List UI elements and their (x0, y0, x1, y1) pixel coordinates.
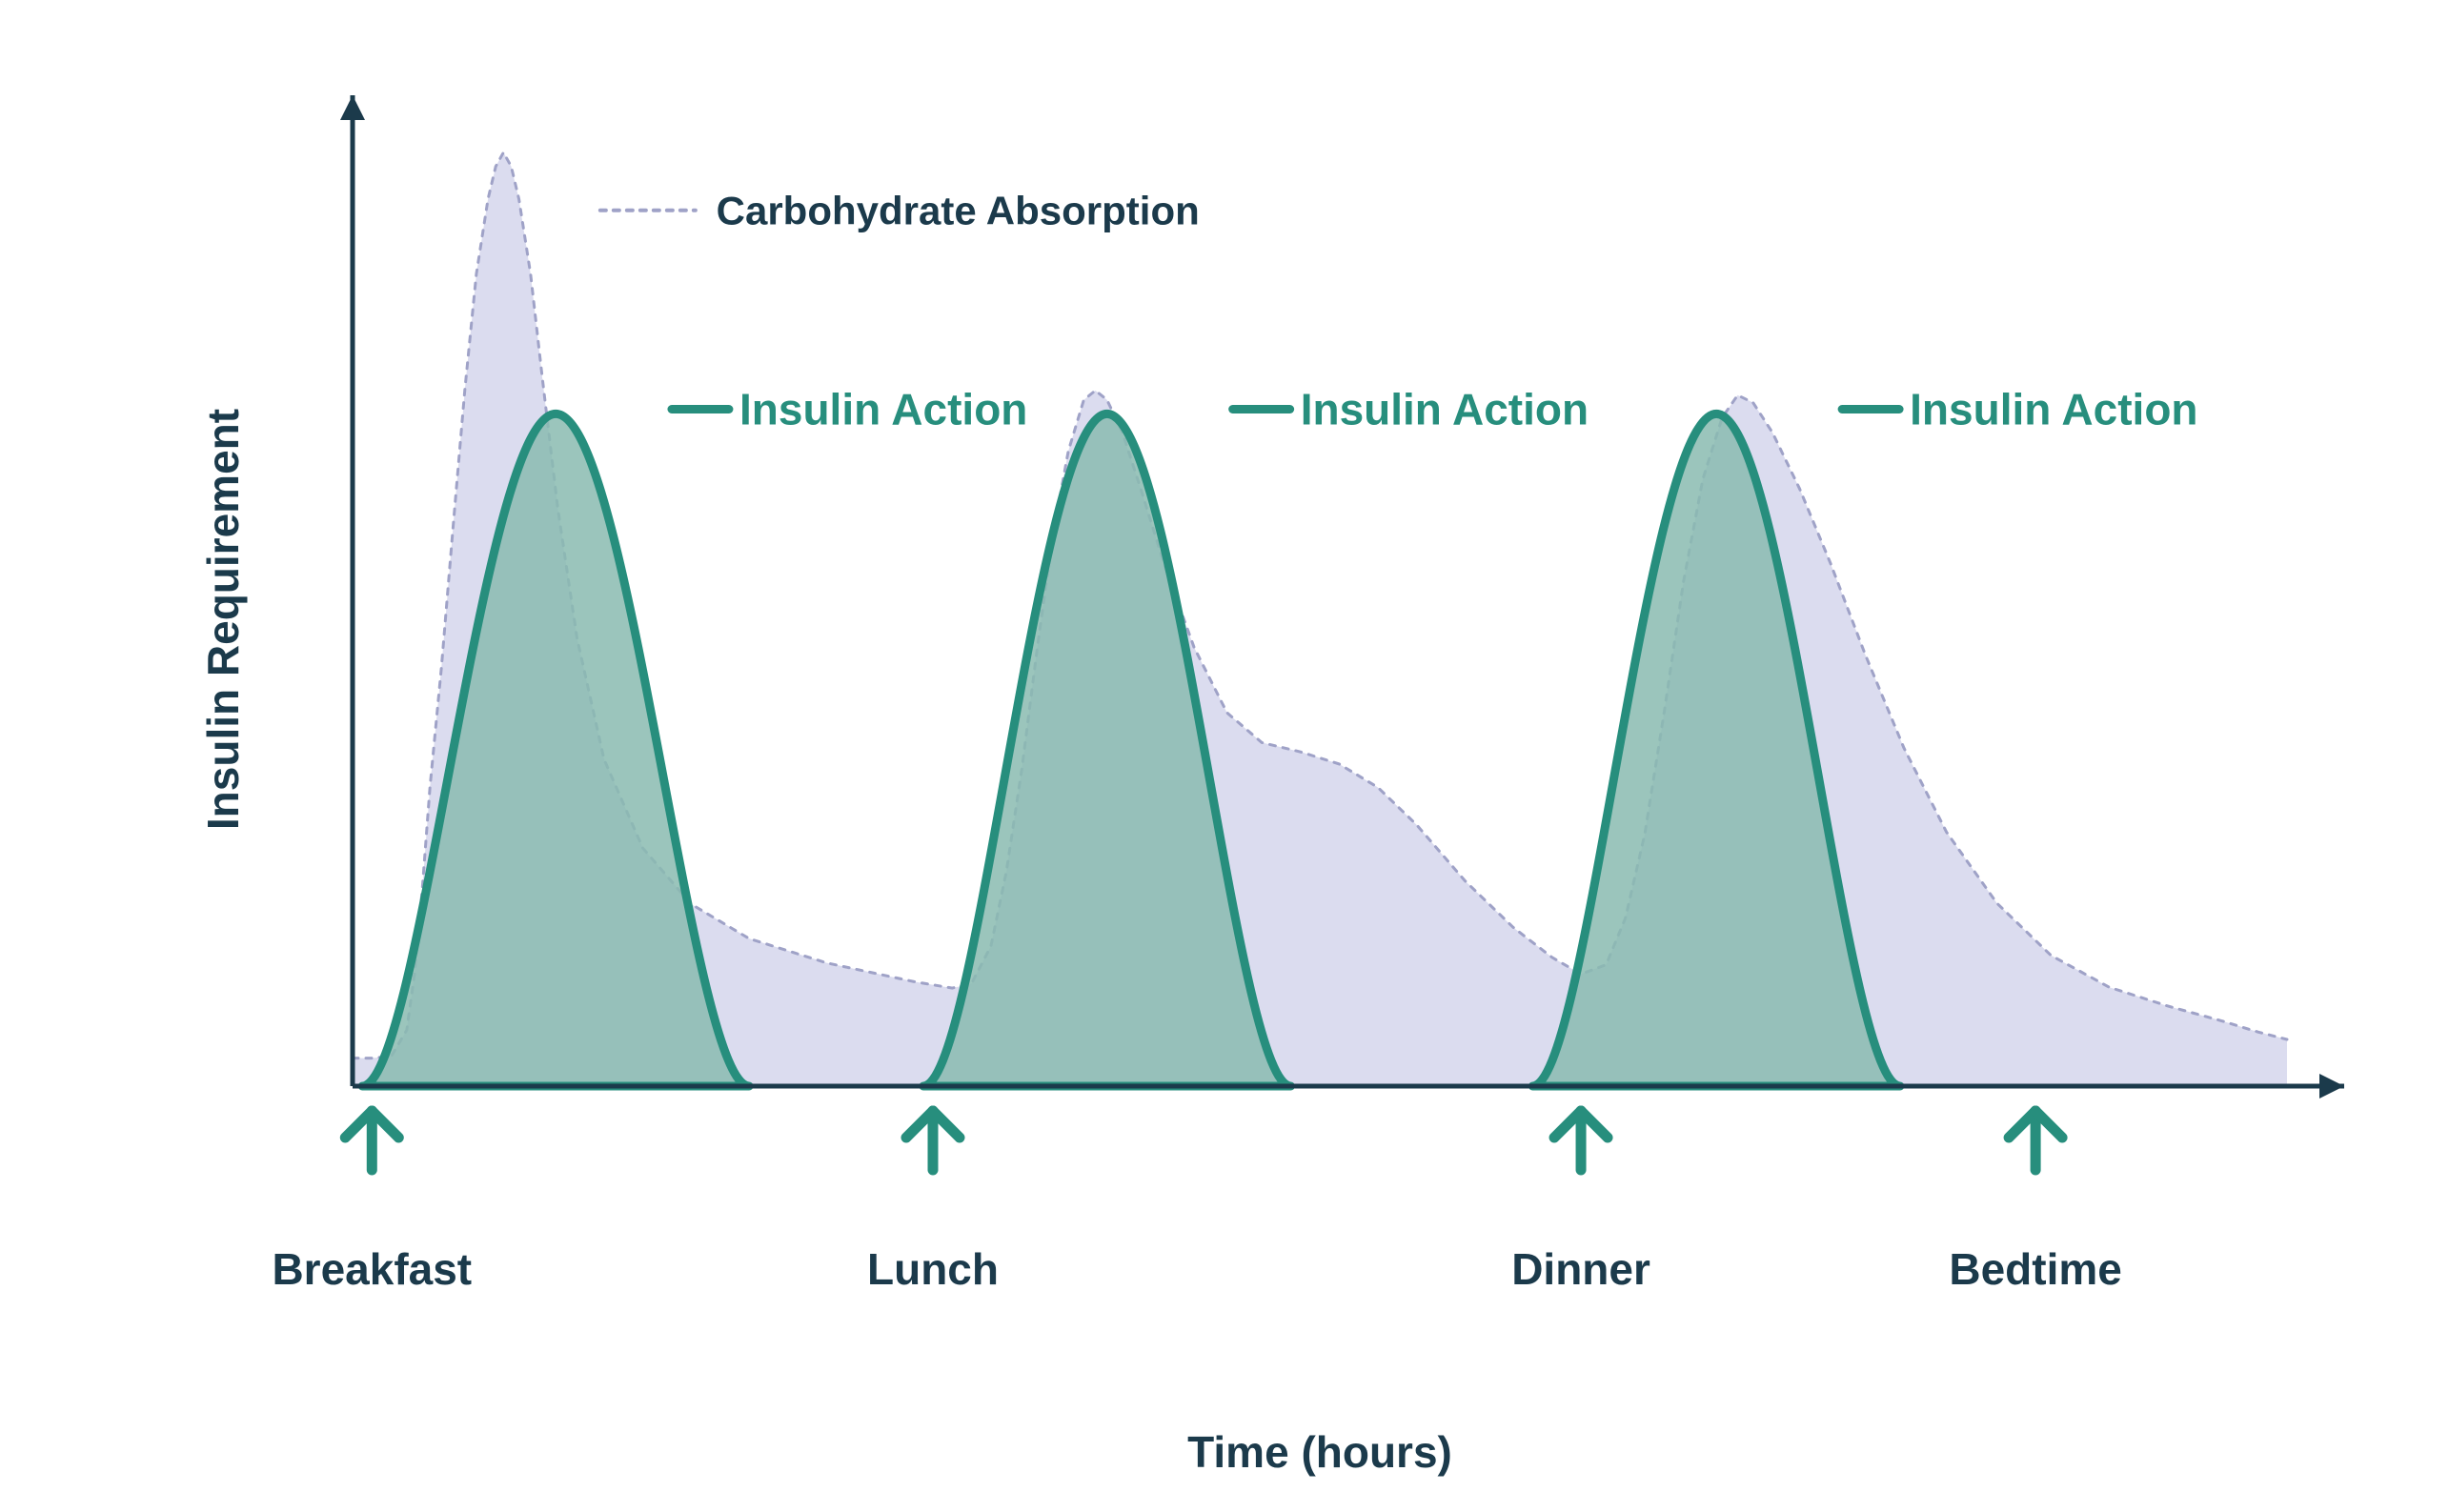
insulin-annotation-label-3: Insulin Action (1910, 385, 2197, 434)
meal-label-1: Breakfast (272, 1244, 472, 1294)
carb-annotation-label: Carbohydrate Absorption (717, 188, 1200, 232)
x-axis-label: Time (hours) (1187, 1427, 1452, 1477)
insulin-chart: Insulin Requirement Time (hours) Carbohydr… (0, 0, 2449, 1512)
chart-container: Insulin Requirement Time (hours) Carbohydr… (0, 0, 2449, 1512)
meal-label-3: Dinner (1511, 1244, 1650, 1294)
meal-label-2: Lunch (867, 1244, 999, 1294)
insulin-annotation-label-2: Insulin Action (1301, 385, 1589, 434)
meal-label-4: Bedtime (1949, 1244, 2121, 1294)
y-axis-label: Insulin Requirement (198, 409, 248, 830)
insulin-annotation-label-1: Insulin Action (739, 385, 1027, 434)
